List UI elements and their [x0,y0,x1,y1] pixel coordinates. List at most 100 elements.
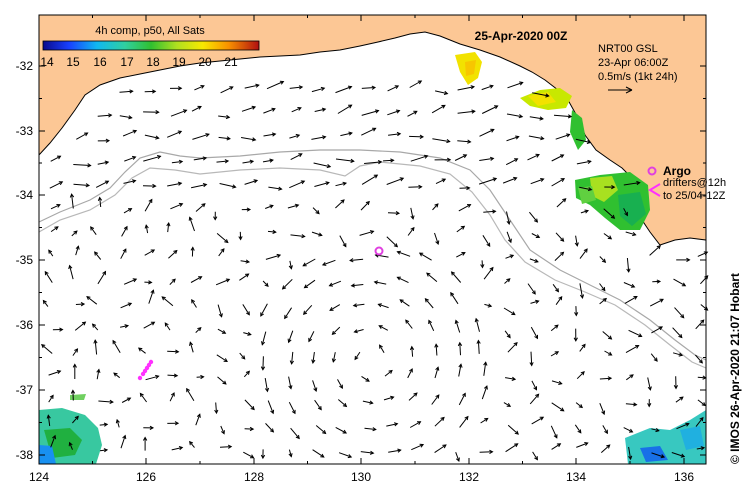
current-vector-head [148,280,153,285]
argo-legend-label: Argo [663,164,691,178]
current-vector-head [584,442,589,447]
current-vector-head [191,299,196,304]
current-vector [551,154,564,162]
current-vector [480,417,488,424]
current-vector [50,155,61,162]
current-vector [312,449,325,458]
current-vector-head [331,358,336,363]
current-vector [426,272,438,282]
current-vector-head [317,406,322,411]
current-vector-head [200,374,205,380]
current-vector [282,278,293,290]
current-vector-head [328,282,334,287]
current-vector-head [441,178,447,183]
current-vector [314,108,326,112]
current-vector [696,447,705,450]
current-vector [314,182,330,187]
current-vector-head [132,129,138,134]
current-vector [387,212,400,214]
current-vector-head [150,249,156,254]
current-vector [454,154,467,161]
current-vector-head [446,139,451,144]
current-vector-head [656,279,662,284]
current-vector-head [560,237,565,242]
current-vector-head [419,134,425,139]
current-vector-head [202,156,208,161]
current-vector [626,374,634,381]
current-vector-head [294,203,300,208]
y-tick-label: -32 [16,59,34,73]
current-vector-head [558,380,563,385]
current-vector [576,160,591,165]
current-vector [361,375,370,382]
current-vector-head [529,362,534,367]
current-vector [407,110,418,117]
current-vector-head [474,317,479,323]
current-vector-head [458,363,463,368]
current-vector-head [164,322,169,327]
current-vector-head [48,249,53,254]
current-vector [168,250,178,259]
current-vector [532,92,549,97]
current-vector-head [410,226,415,232]
current-vector [361,110,379,116]
current-vector [96,369,100,380]
x-tick-label: 128 [244,470,264,484]
current-vector [551,443,561,450]
current-vector [359,230,374,236]
current-vector-head [492,177,498,182]
current-vector [580,210,589,214]
current-vector-head [647,386,652,391]
current-vector-head [535,153,540,158]
current-vector-head [91,323,97,328]
current-vector [435,178,446,185]
current-vector [311,87,325,93]
current-vector-head [699,416,704,422]
current-vector-head [249,159,255,164]
current-vector [308,331,315,342]
current-vector [408,186,422,188]
current-vector-head [602,297,608,302]
current-vector-head [329,307,334,311]
current-vector-head [395,210,401,216]
current-vector-head [347,85,353,90]
current-vector [451,271,462,283]
current-vector [374,281,387,285]
current-vector [262,356,264,370]
current-vector-head [607,376,613,381]
current-vector-head [72,363,77,368]
current-vector [623,427,633,433]
current-vector-head [271,132,277,137]
current-vector-head [342,181,348,186]
current-vector [671,452,685,458]
current-vector-head [509,254,515,259]
current-vector-head [68,264,73,270]
current-vector-head [353,329,358,334]
current-vector-head [515,135,520,140]
current-vector-head [190,246,195,251]
current-vector [425,298,434,309]
current-vector-head [287,338,292,344]
current-vector-head [56,370,62,374]
current-vector-head [580,371,585,376]
current-vector-head [378,325,383,329]
axis-ticks [38,15,706,464]
current-vector [579,248,588,259]
current-vector-head [129,89,134,94]
current-vector [383,396,394,401]
current-vector [408,392,418,401]
current-vector [649,245,661,256]
current-vector [145,225,149,234]
current-vector [479,451,493,453]
current-vector [450,292,459,305]
current-vector [504,278,511,284]
current-vector [507,424,519,435]
current-vector [95,180,109,188]
current-vector-head [291,409,296,415]
current-vector [143,155,161,162]
product-label: NRT00 GSL [598,43,658,55]
current-vector-head [249,426,255,432]
current-vector-head [155,135,160,140]
current-vector-head [365,200,370,206]
